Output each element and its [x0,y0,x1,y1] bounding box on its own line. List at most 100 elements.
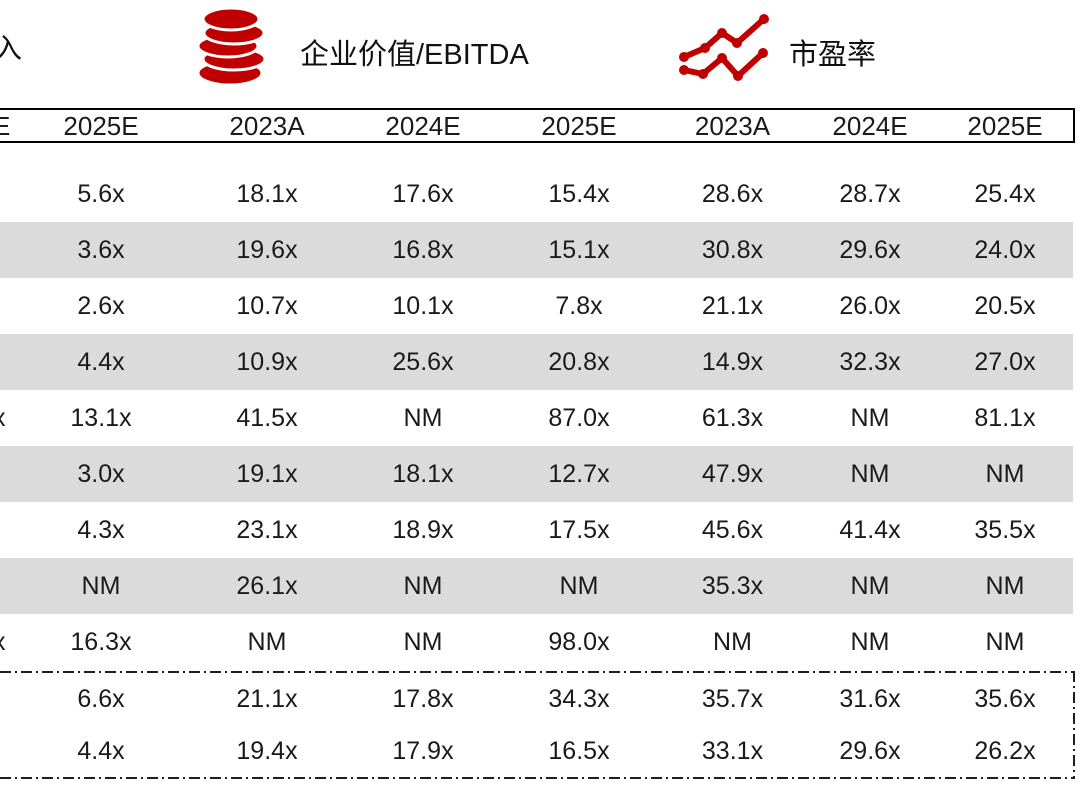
table-cell: 7.8x [555,291,603,320]
table-row: 3.0x 19.1x 18.1x 12.7x 47.9x NM NM [0,446,1073,502]
table-cell: 12.7x [548,459,610,488]
table-cell: 20.8x [548,347,610,376]
table-cell: 20.5x [974,291,1036,320]
column-header: 2024E [832,110,908,141]
table-cell: 35.3x [701,571,764,600]
summary-cell: 16.5x [548,736,610,765]
table-cell: 61.3x [701,403,764,432]
table-cell: NM [850,459,890,488]
table-cell: 28.6x [701,179,764,208]
summary-cell: 31.6x [839,684,901,713]
table-cell: 15.1x [548,235,610,264]
summary-right-dashed-border [1073,671,1075,779]
table-cell: 32.3x [839,347,901,376]
table-cell: 24.0x [974,235,1036,264]
table-cell: 10.9x [236,347,298,376]
table-cell: 16.8x [392,235,454,264]
table-cell: NM [403,571,443,600]
column-header: E [0,110,11,141]
summary-cell: 17.8x [392,684,454,713]
column-header: 2025E [541,110,617,141]
summary-rows: 6.6x 21.1x 17.8x 34.3x 35.7x 31.6x 35.6x 4.4x 19… [0,673,1073,777]
summary-cell: 19.4x [236,736,298,765]
column-header: 2025E [967,110,1043,141]
table-cell: 3.6x [77,235,125,264]
summary-row: 4.4x 19.4x 17.9x 16.5x 33.1x 29.6x 26.2x [0,725,1073,777]
summary-cell: 6.6x [77,684,125,713]
table-cell: 5.6x [77,179,125,208]
table-cell: NM [985,571,1025,600]
table-row: 3.6x 19.6x 16.8x 15.1x 30.8x 29.6x 24.0x [0,222,1073,278]
table-cell: 10.7x [236,291,298,320]
summary-cell: 17.9x [392,736,454,765]
summary-cell: 21.1x [236,684,298,713]
table-cell: 28.7x [839,179,901,208]
table-cell: NM [850,627,890,656]
summary-cell: 35.7x [701,684,764,713]
table-cell: NM [985,459,1025,488]
table-cell: 4.4x [77,347,125,376]
table-cell: 47.9x [701,459,764,488]
table-cell: NM [850,571,890,600]
summary-bottom-dashed-border [0,777,1073,779]
table-header: E 2025E 2023A 2024E 2025E 2023A 2024E 2025E [0,108,1075,143]
table-row: 5.6x 18.1x 17.6x 15.4x 28.6x 28.7x 25.4x [0,166,1073,222]
table-body: 5.6x 18.1x 17.6x 15.4x 28.6x 28.7x 25.4x 3.6x 19… [0,143,1075,670]
legend-label-ev-ebitda: 企业价值/EBITDA [300,39,529,71]
summary-cell: 29.6x [839,736,901,765]
legend-label-pe: 市盈率 [789,39,877,71]
table-cell: 18.9x [392,515,454,544]
table-cell: 81.1x [974,403,1036,432]
table-cell: 19.6x [236,235,298,264]
table-cell: 13.1x [70,403,132,432]
table-cell: 3.0x [77,459,125,488]
table-cell: 18.1x [392,459,454,488]
table-cell: NM [850,403,890,432]
summary-box: 6.6x 21.1x 17.8x 34.3x 35.7x 31.6x 35.6x 4.4x 19… [0,671,1075,779]
partial-metric-label: 入 [0,33,23,64]
table-cell: NM [713,627,752,656]
table-cell: 18.1x [236,179,298,208]
table-cell: NM [81,571,121,600]
summary-cell: 33.1x [701,736,764,765]
summary-cell: 26.2x [974,736,1036,765]
table-cell: 41.4x [839,515,901,544]
table-cell: 2.6x [77,291,125,320]
table-cell: 98.0x [548,627,610,656]
table-cell: 10.1x [392,291,454,320]
table-cell: 45.6x [701,515,764,544]
table-cell: 35.5x [974,515,1036,544]
table-row: 4.4x 10.9x 25.6x 20.8x 14.9x 32.3x 27.0x [0,334,1073,390]
summary-row: 6.6x 21.1x 17.8x 34.3x 35.7x 31.6x 35.6x [0,673,1073,725]
table-cell: 4.3x [77,515,125,544]
table-cell: 29.6x [839,235,901,264]
legend: 入 企业价值/EBITDA [0,0,1080,105]
table-cell: 17.5x [548,515,610,544]
table-cell: 21.1x [701,291,764,320]
table-cell: NM [985,627,1025,656]
table-cell: 14.9x [701,347,764,376]
summary-cell: 4.4x [77,736,125,765]
table-cell: 87.0x [548,403,610,432]
table-cell: NM [403,627,443,656]
table-cell: NM [247,627,287,656]
column-header: 2023A [694,110,771,141]
summary-cell: 35.6x [974,684,1036,713]
table-row: 4.3x 23.1x 18.9x 17.5x 45.6x 41.4x 35.5x [0,502,1073,558]
coins-icon [192,6,272,90]
table-cell: 27.0x [974,347,1036,376]
table-cell: 26.1x [236,571,298,600]
table-cell: 25.4x [974,179,1036,208]
line-chart-icon [676,12,772,82]
table-cell: 30.8x [701,235,764,264]
column-header: 2024E [385,110,461,141]
summary-top-dashed-border [0,671,1073,673]
table-row: NM 26.1x NM NM 35.3x NM NM [0,558,1073,614]
table-cell: 17.6x [392,179,454,208]
table-cell: 26.0x [839,291,901,320]
table-cell: 16.3x [70,627,132,656]
column-header: 2023A [229,110,305,141]
summary-cell: 34.3x [548,684,610,713]
table-cell: 25.6x [392,347,454,376]
table-cell: x [0,405,9,431]
